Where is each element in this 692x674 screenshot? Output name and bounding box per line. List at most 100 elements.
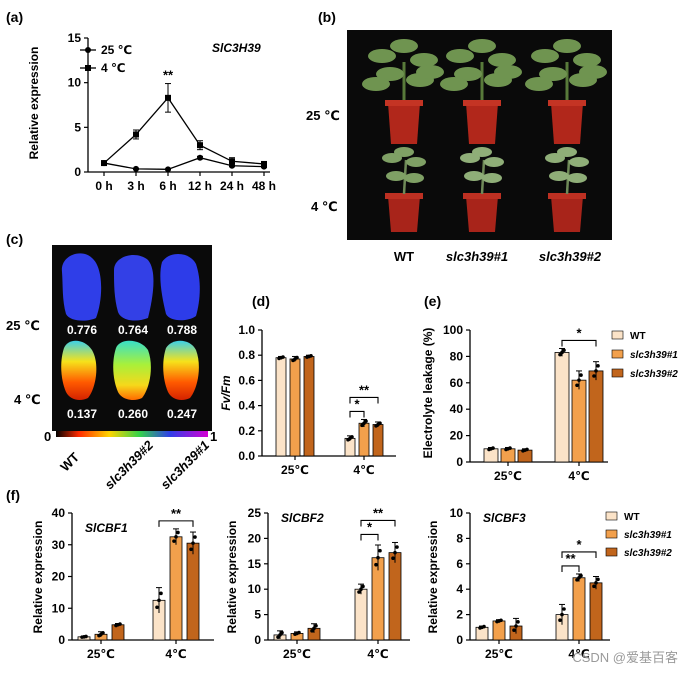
- replicate-point: [482, 624, 486, 629]
- replicate-point: [118, 622, 122, 626]
- leaf-25c-slc1: [160, 253, 200, 321]
- pot: [388, 103, 420, 144]
- value-4c-wt: 0.137: [67, 407, 97, 421]
- x-tick-label: 4℃: [165, 647, 186, 661]
- leaf-25c-slc2: [114, 255, 154, 321]
- y-tick-label: 0: [254, 633, 261, 647]
- pot: [388, 196, 420, 232]
- leaf: [468, 39, 496, 53]
- data-point-circle: [197, 154, 203, 161]
- panel-b-col-slc2: slc3h39#2: [539, 249, 602, 264]
- panel-f2-ylabel: Relative expression: [225, 521, 239, 634]
- leaf: [531, 49, 559, 63]
- panel-c-label: (c): [6, 231, 23, 247]
- leaf: [362, 77, 390, 91]
- leaf: [446, 49, 474, 63]
- panel-a-title: SlC3H39: [212, 41, 261, 55]
- panel-f2-title: SlCBF2: [281, 511, 324, 525]
- replicate-point: [189, 547, 193, 552]
- replicate-point: [395, 545, 399, 549]
- legend-e-slc2: slc3h39#2: [630, 369, 678, 380]
- leaf: [390, 39, 418, 53]
- replicate-point: [579, 573, 583, 578]
- bar-WT: [275, 357, 287, 457]
- legend-e-wt: WT: [630, 331, 646, 342]
- leaf: [440, 77, 468, 91]
- replicate-point: [579, 373, 583, 377]
- x-tick-label: 25℃: [485, 647, 513, 661]
- replicate-point: [174, 535, 178, 539]
- x-tick-label: 25℃: [494, 469, 522, 483]
- bar-WT: [344, 437, 356, 457]
- panel-f1-title: SlCBF1: [85, 521, 128, 535]
- panel-f1: (f) SlCBF1 Relative expression 0 10 20 30 40…: [6, 487, 214, 661]
- leaf: [410, 53, 438, 67]
- panel-d-ylabel: Fv/Fm: [219, 375, 233, 411]
- replicate-point: [172, 539, 176, 543]
- data-point-square: [261, 160, 267, 167]
- legend-square-icon: [85, 65, 91, 71]
- y-tick-label: 0.6: [238, 373, 255, 387]
- replicate-point: [596, 577, 600, 582]
- y-tick-label: 10: [248, 582, 262, 596]
- bar-slc3h39#2: [589, 582, 603, 641]
- replicate-point: [155, 605, 159, 610]
- replicate-point: [295, 355, 299, 360]
- pot: [551, 196, 583, 232]
- watermark: CSDN @爱基百客: [572, 650, 678, 665]
- replicate-point: [560, 612, 564, 617]
- replicate-point: [101, 631, 105, 635]
- significance-mark: **: [359, 382, 370, 397]
- pot-rim: [463, 100, 501, 106]
- replicate-point: [378, 548, 382, 553]
- legend-label-25c: 25 ℃: [101, 43, 132, 57]
- x-tick-label: 0 h: [95, 179, 112, 193]
- leaf: [404, 173, 424, 183]
- leaf: [567, 173, 587, 183]
- replicate-point: [596, 364, 600, 368]
- y-tick-label: 10: [450, 506, 464, 520]
- replicate-point: [562, 607, 566, 611]
- leaf: [482, 173, 502, 183]
- bar-slc3h39#2: [111, 624, 125, 641]
- value-4c-slc1: 0.247: [167, 407, 197, 421]
- replicate-point: [350, 435, 354, 439]
- y-tick-label: 10: [68, 76, 82, 90]
- panel-c-row-25c: 25 ℃: [6, 318, 40, 333]
- replicate-point: [499, 618, 503, 623]
- panel-f3-legend: WT slc3h39#1 slc3h39#2: [605, 511, 672, 559]
- replicate-point: [525, 447, 529, 452]
- leaf: [464, 171, 484, 181]
- replicate-point: [592, 584, 596, 589]
- leaf: [573, 53, 601, 67]
- y-tick-label: 20: [450, 429, 464, 443]
- significance-mark: *: [367, 519, 373, 534]
- y-tick-label: 0: [456, 455, 463, 469]
- leaf: [368, 49, 396, 63]
- leaf: [553, 39, 581, 53]
- bar-WT: [475, 626, 489, 641]
- legend-swatch-slc2: [611, 368, 624, 378]
- panel-b-col-wt: WT: [394, 249, 414, 264]
- data-point-square: [165, 94, 171, 101]
- series-line-1: [103, 96, 265, 165]
- scale-max: 1: [210, 429, 217, 444]
- legend-f3-wt: WT: [624, 512, 640, 523]
- significance-mark: *: [576, 537, 582, 552]
- plant-photo-content: [362, 39, 607, 232]
- y-tick-label: 5: [74, 120, 81, 134]
- legend-swatch-wt: [605, 511, 618, 521]
- data-point-circle: [165, 166, 171, 173]
- bar-slc3h39#2: [186, 542, 200, 641]
- x-tick-label: 48 h: [252, 179, 276, 193]
- significance-bracket: [349, 410, 365, 418]
- pot: [466, 103, 498, 144]
- replicate-point: [374, 562, 378, 567]
- panel-b-row-25c: 25 ℃: [306, 108, 340, 123]
- y-tick-label: 5: [254, 608, 261, 622]
- significance-bracket: [561, 551, 597, 558]
- y-tick-label: 2: [456, 608, 463, 622]
- replicate-point: [280, 630, 284, 635]
- replicate-point: [176, 530, 180, 535]
- x-tick-label: 6 h: [159, 179, 176, 193]
